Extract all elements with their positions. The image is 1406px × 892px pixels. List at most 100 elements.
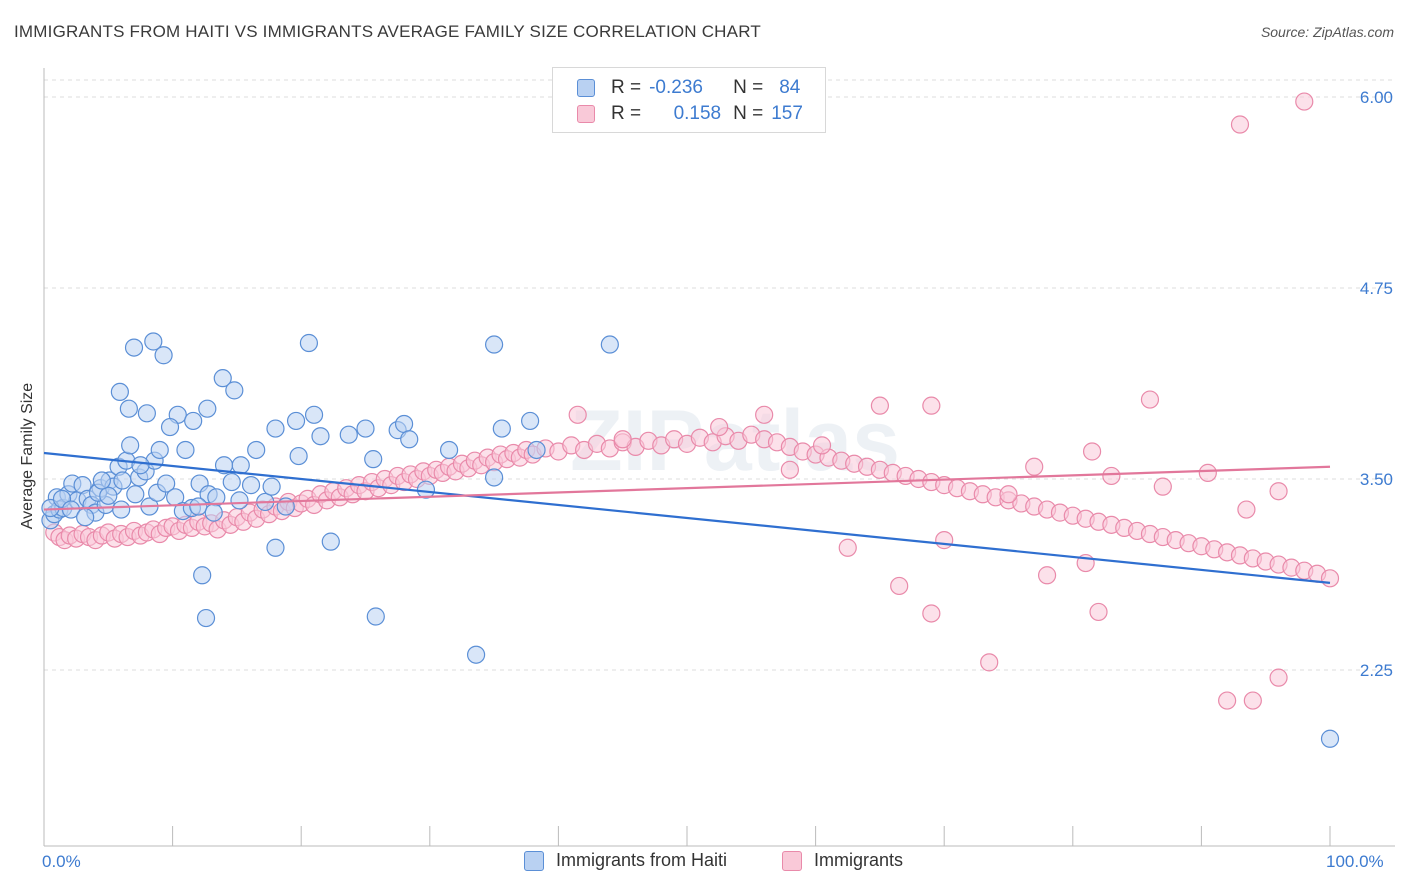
immigrants-point	[922, 604, 941, 623]
chart-title: IMMIGRANTS FROM HAITI VS IMMIGRANTS AVER…	[14, 22, 761, 41]
grid-lines	[44, 79, 1395, 671]
haiti-legend-swatch	[524, 850, 544, 871]
haiti-point	[485, 468, 504, 487]
x-tick-label-max: 100.0%	[1326, 852, 1384, 871]
haiti-point	[289, 446, 308, 466]
haiti-point	[110, 382, 129, 402]
immigrants-swatch	[577, 105, 595, 123]
immigrants-point	[568, 405, 587, 424]
haiti-point	[492, 419, 511, 438]
legend-n-label: N =	[733, 77, 764, 98]
haiti-point	[286, 411, 306, 431]
immigrants-point	[1025, 457, 1044, 476]
legend-r-label: R =	[611, 77, 642, 98]
immigrants-trend-line	[43, 465, 1331, 511]
haiti-point	[321, 532, 340, 551]
haiti-point	[150, 440, 169, 460]
immigrants-legend-swatch	[782, 850, 802, 871]
haiti-point	[222, 472, 241, 492]
legend-item-haiti: Immigrants from Haiti	[524, 850, 727, 871]
haiti-point	[400, 430, 419, 449]
haiti-point	[230, 491, 249, 510]
immigrants-point	[1089, 602, 1108, 622]
immigrants-point	[1037, 566, 1057, 585]
immigrants-point	[1320, 569, 1340, 588]
haiti-point	[92, 471, 111, 490]
immigrants-point	[1153, 477, 1172, 496]
immigrants-point	[755, 405, 774, 424]
immigrants-point	[1218, 691, 1237, 710]
axes	[43, 68, 1395, 847]
haiti-point	[304, 405, 324, 424]
haiti-point	[466, 645, 486, 664]
trend-lines	[43, 451, 1331, 584]
haiti-point	[76, 508, 95, 527]
immigrants-point	[1230, 115, 1250, 134]
haiti-point	[262, 477, 281, 496]
haiti-point	[527, 440, 546, 460]
y-tick-label: 4.75	[1360, 279, 1393, 298]
immigrants-point	[980, 653, 999, 672]
haiti-point	[204, 503, 223, 522]
immigrants-point	[1243, 691, 1262, 710]
haiti-point	[198, 399, 217, 418]
immigrants-point	[1295, 92, 1314, 111]
haiti-point	[521, 411, 540, 431]
immigrants-point	[1102, 466, 1121, 486]
immigrants-point	[812, 436, 832, 455]
haiti-point	[131, 456, 150, 475]
haiti-point	[366, 607, 385, 626]
haiti-point	[112, 500, 131, 519]
immigrants-point	[870, 396, 890, 415]
immigrants-point	[780, 460, 799, 479]
immigrants-point	[935, 531, 954, 550]
immigrants-point	[1198, 463, 1217, 482]
haiti-point	[311, 427, 330, 446]
haiti-point	[137, 404, 156, 423]
haiti-point	[157, 474, 176, 493]
haiti-point	[113, 471, 132, 490]
legend-r-value: -0.236	[649, 77, 703, 98]
haiti-point	[119, 399, 138, 418]
immigrants-point	[710, 417, 729, 437]
haiti-trend-line	[43, 451, 1331, 584]
haiti-swatch	[577, 79, 595, 97]
legend-r-label: R =	[611, 103, 642, 124]
haiti-point	[154, 346, 173, 365]
correlation-legend: R = -0.236 N = 84 R = 0.158 N = 157	[552, 67, 826, 133]
immigrants-point	[999, 485, 1018, 504]
series-legend: Immigrants from Haiti Immigrants	[0, 850, 1406, 878]
immigrants-point	[1269, 668, 1288, 687]
immigrants-point	[1140, 390, 1160, 409]
legend-row-immigrants: R = 0.158 N = 157	[577, 102, 803, 126]
immigrants-point	[1082, 442, 1102, 461]
legend-n-value: 84	[779, 77, 801, 98]
haiti-point	[99, 486, 118, 505]
haiti-point	[485, 335, 504, 354]
haiti-point	[184, 411, 203, 431]
legend-n-label: N =	[733, 103, 764, 124]
legend-row-haiti: R = -0.236 N = 84	[577, 76, 800, 100]
immigrants-point	[1237, 500, 1256, 519]
haiti-point	[144, 332, 163, 351]
haiti-point	[266, 419, 285, 438]
haiti-point	[126, 485, 145, 504]
haiti-point	[225, 381, 244, 400]
legend-r-value: 0.158	[673, 103, 722, 124]
haiti-point	[193, 566, 212, 585]
haiti-point	[394, 414, 414, 434]
haiti-point	[124, 338, 144, 357]
immigrants-point	[613, 430, 632, 449]
immigrants-point	[1269, 482, 1288, 501]
haiti-point	[213, 369, 232, 388]
haiti-point	[160, 417, 180, 437]
haiti-point	[299, 333, 319, 353]
y-tick-label: 2.25	[1360, 661, 1393, 680]
haiti-point	[247, 440, 266, 460]
haiti-point	[241, 476, 261, 495]
haiti-legend-label: Immigrants from Haiti	[556, 850, 728, 870]
legend-item-immigrants: Immigrants	[782, 850, 903, 871]
immigrants-point	[922, 396, 941, 415]
y-tick-label: 6.00	[1360, 88, 1393, 107]
